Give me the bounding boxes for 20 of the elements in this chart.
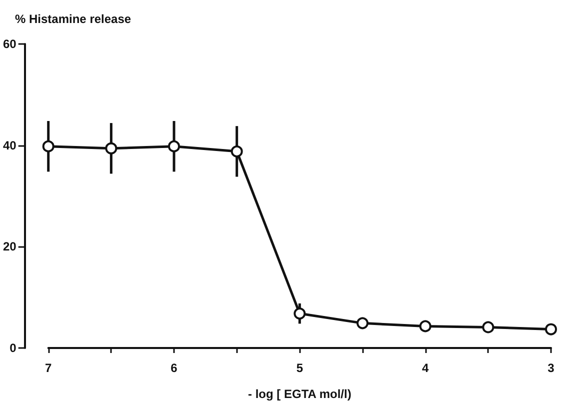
- point: [356, 317, 369, 330]
- point: [294, 308, 306, 320]
- x-tick-label: 3: [548, 361, 555, 375]
- x-tick-label: 5: [296, 361, 304, 375]
- y-axis-title: % Histamine release: [15, 12, 132, 26]
- y-tick-label: 0: [10, 341, 17, 355]
- point: [105, 142, 118, 154]
- x-tick-label: 4: [422, 361, 429, 375]
- y-tick-label: 60: [2, 37, 17, 51]
- point: [230, 145, 243, 158]
- point: [419, 320, 432, 332]
- x-tick-label: 6: [170, 361, 178, 375]
- x-tick-label: 7: [45, 361, 52, 375]
- y-tick-label: 20: [2, 240, 17, 254]
- point: [168, 140, 180, 152]
- point: [545, 323, 557, 336]
- point: [482, 321, 494, 334]
- y-tick-label: 40: [2, 138, 17, 152]
- x-axis-title: - log [ EGTA mol/l): [248, 387, 352, 401]
- point: [42, 140, 54, 152]
